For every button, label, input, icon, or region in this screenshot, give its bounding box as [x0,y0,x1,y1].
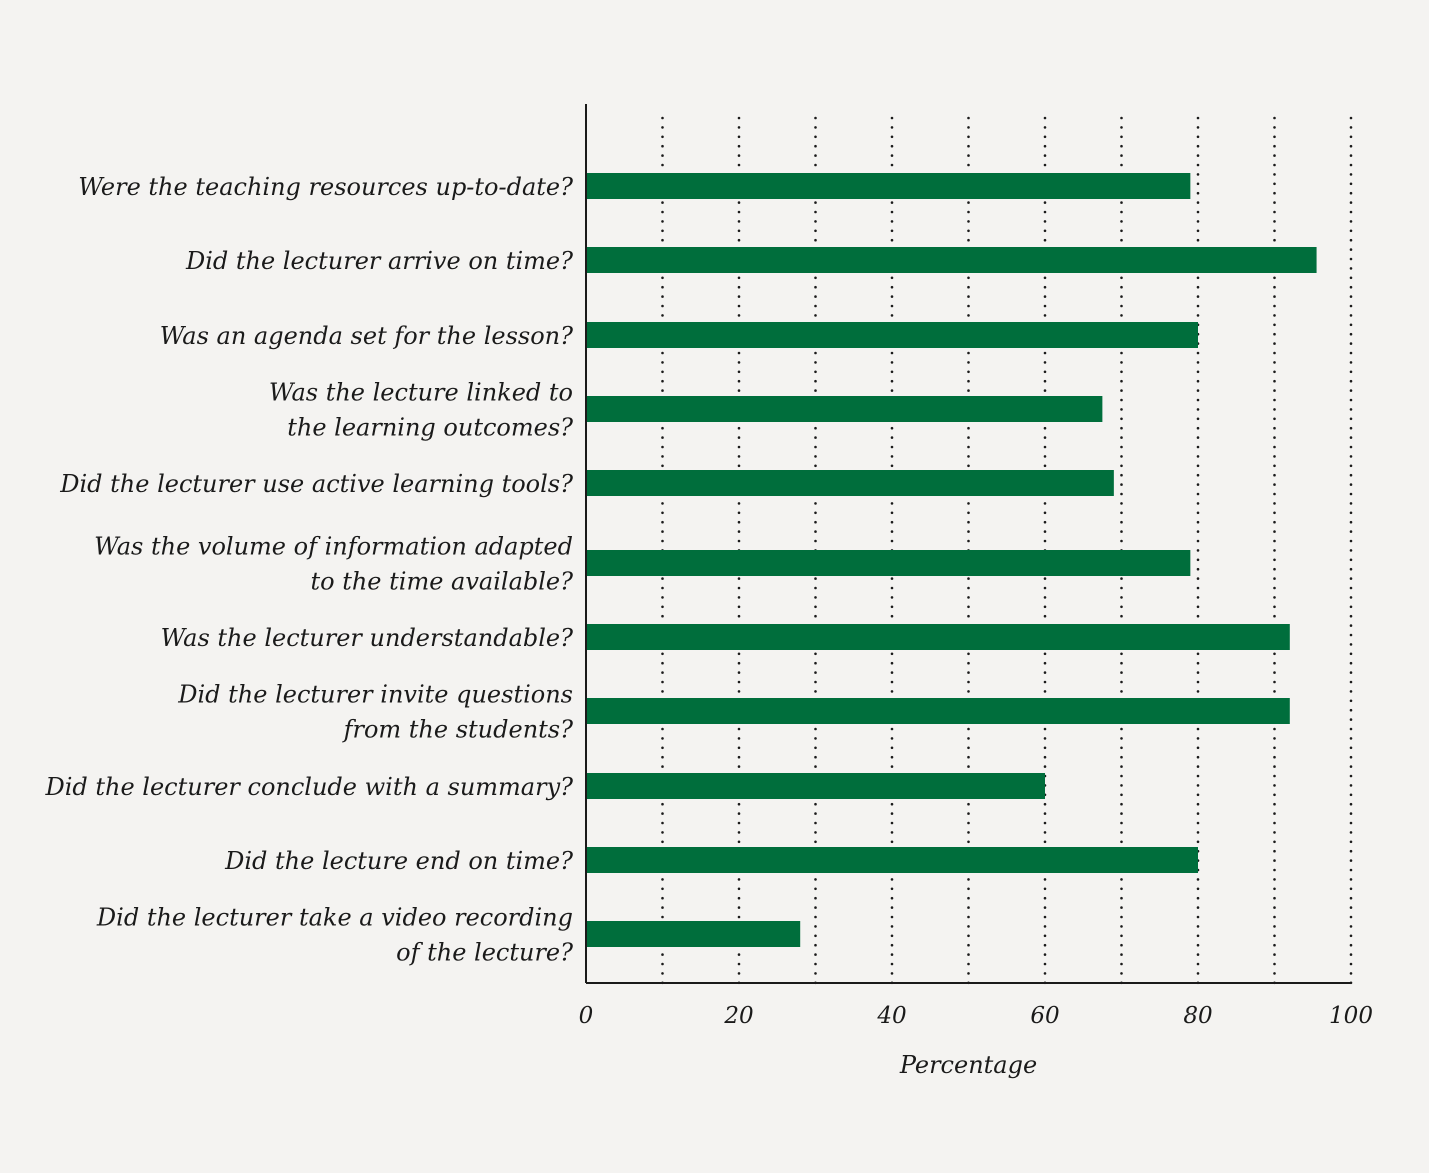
bar [586,470,1114,496]
x-tick-label: 20 [723,1003,753,1029]
bar [586,247,1317,273]
category-label: Did the lecturer invite questions [177,681,573,709]
bar [586,322,1198,348]
category-label: Was the lecture linked to [269,379,573,407]
category-label: Did the lecturer conclude with a summary… [44,773,573,801]
category-label: the learning outcomes? [287,414,573,442]
x-tick-label: 40 [876,1003,906,1029]
bar [586,396,1103,422]
bar [586,173,1191,199]
category-label: from the students? [342,716,574,744]
x-axis-label: Percentage [899,1051,1037,1079]
bar [586,921,801,947]
category-label: Were the teaching resources up-to-date? [78,173,573,201]
x-tick-label: 80 [1183,1003,1212,1029]
x-tick-label: 100 [1329,1003,1373,1029]
category-label: Was the volume of information adapted [94,533,573,561]
category-label: to the time available? [310,568,573,596]
category-label: Did the lecturer use active learning too… [59,470,573,498]
category-label: of the lecture? [396,939,573,967]
category-label: Did the lecturer arrive on time? [185,247,573,275]
x-tick-label: 60 [1030,1003,1059,1029]
category-label: Did the lecture end on time? [224,847,573,875]
bar [586,698,1290,724]
x-tick-label: 0 [579,1003,594,1029]
category-label: Was an agenda set for the lesson? [160,322,573,350]
category-label: Did the lecturer take a video recording [96,904,573,932]
bar [586,847,1198,873]
bar [586,550,1191,576]
category-label: Was the lecturer understandable? [161,624,574,652]
bar [586,773,1045,799]
bar [586,624,1290,650]
